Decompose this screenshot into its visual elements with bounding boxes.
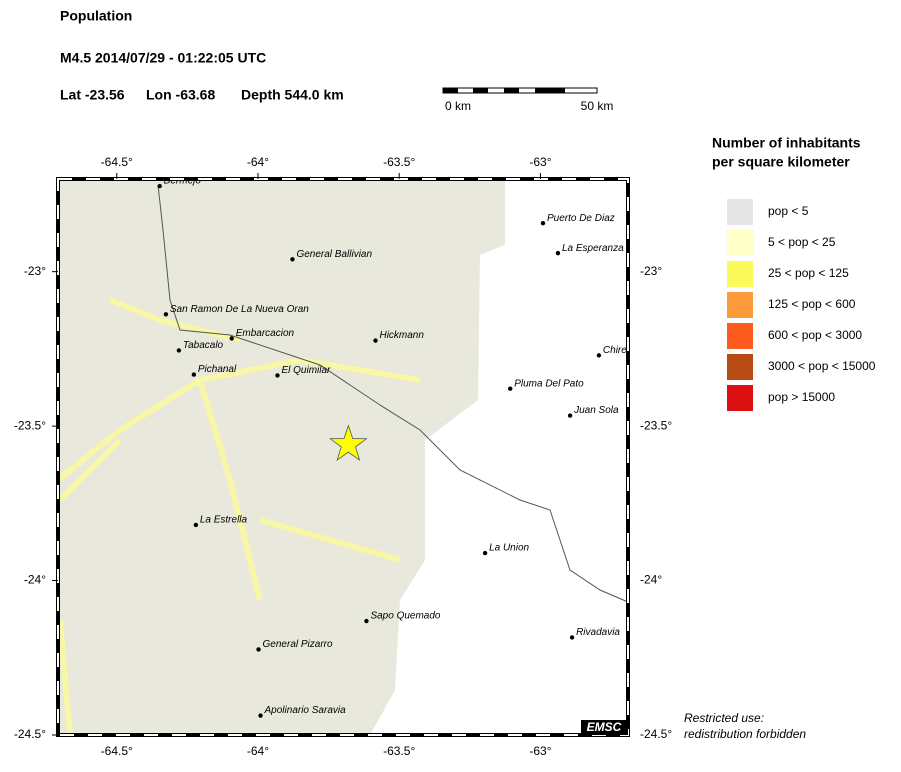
city-label: Apolinario Saravia [264, 705, 347, 716]
frame-dash [57, 178, 629, 736]
lon-label: -63° [529, 744, 551, 758]
city-label: Pichanal [198, 364, 237, 375]
city-dot [163, 312, 169, 317]
city-label: La Esperanza [562, 243, 624, 254]
population-layer [56, 179, 505, 736]
border [157, 184, 629, 603]
city-label: Juan Sola [573, 405, 619, 416]
city-dot [508, 386, 513, 391]
city-dot [176, 348, 182, 353]
title: Population [60, 8, 132, 24]
lon-label: -64° [247, 744, 269, 758]
lon-label: -63° [529, 155, 551, 169]
city-dot [256, 647, 261, 652]
city-label: La Estrella [200, 515, 248, 526]
city-dot [364, 618, 369, 624]
scale-bar [442, 87, 598, 94]
city-label: Sapo Quemado [370, 611, 440, 622]
legend-label: pop < 5 [768, 204, 809, 218]
city-dot [193, 522, 199, 528]
legend-title: per square kilometer [712, 154, 850, 170]
legend-label: 600 < pop < 3000 [768, 328, 862, 342]
legend-swatch [727, 230, 753, 256]
city-label: La Union [489, 543, 529, 554]
city-label: El Quimilar [281, 365, 331, 376]
logo-box [581, 720, 628, 735]
city-label: San Ramon De La Nueva Oran [170, 304, 309, 315]
lon-label: -64.5° [101, 155, 133, 169]
event: M4.5 2014/07/29 - 01:22:05 UTC [60, 50, 266, 66]
city-label: Pluma Del Pato [514, 378, 584, 389]
city-dot [157, 183, 162, 189]
city-label: Hickmann [379, 330, 424, 341]
legend-swatch [727, 292, 753, 318]
lat-label: -24.5° [640, 727, 672, 741]
lat-label: -23.5° [14, 418, 46, 432]
city-label: Puerto De Diaz [547, 213, 615, 224]
lat-label: -24° [640, 573, 662, 587]
map: Bermejo Puerto De Diaz General Ballivian La… [157, 176, 627, 718]
city-dot [229, 336, 234, 341]
lat-label: -23.5° [640, 418, 672, 432]
city-dot [482, 550, 488, 556]
legend-swatch [727, 385, 753, 411]
lon-label: -63.5° [383, 155, 415, 169]
city-dot [569, 635, 575, 640]
legend-label: 5 < pop < 25 [768, 235, 836, 249]
scale-end: 50 km [581, 99, 614, 113]
lat-label: -23° [24, 264, 46, 278]
footer: Restricted use: [684, 711, 764, 725]
legend-title: Number of inhabitants [712, 135, 861, 151]
city-dot [290, 257, 295, 262]
city-label: General Ballivian [296, 249, 372, 260]
city-label: Tabacalo [183, 340, 224, 351]
city-label: Rivadavia [576, 627, 620, 638]
city-dot [596, 353, 602, 358]
depth: Depth 544.0 km [241, 87, 344, 103]
city-label: General Pizarro [263, 639, 333, 650]
epicenter [329, 424, 368, 462]
city-label: Chire [603, 345, 627, 356]
lon-label: -64.5° [101, 744, 133, 758]
city-dot [555, 250, 561, 256]
lat: Lat -23.56 [60, 87, 125, 103]
cities: Bermejo Puerto De Diaz General Ballivian La… [157, 176, 627, 718]
lat-label: -24.5° [14, 727, 46, 741]
legend-label: pop > 15000 [768, 390, 835, 404]
legend-label: 125 < pop < 600 [768, 297, 856, 311]
lat-label: -24° [24, 573, 46, 587]
city-dot [275, 373, 280, 378]
lon-label: -63.5° [383, 744, 415, 758]
legend-swatch [727, 199, 753, 225]
legend-swatch [727, 323, 753, 349]
city-label: Embarcacion [236, 328, 295, 339]
lat-label: -23° [640, 264, 662, 278]
city-dot [567, 413, 573, 418]
lon: Lon -63.68 [146, 87, 215, 103]
city-dot [540, 220, 546, 226]
city-dot [258, 713, 263, 718]
footer: redistribution forbidden [684, 727, 806, 741]
legend-label: 25 < pop < 125 [768, 266, 849, 280]
city-label: Bermejo [164, 176, 202, 187]
logo: EMSC [587, 720, 622, 734]
scale-start: 0 km [445, 99, 471, 113]
city-dot [191, 372, 197, 377]
legend-label: 3000 < pop < 15000 [768, 359, 876, 373]
city-dot [373, 338, 378, 343]
legend-swatch [727, 354, 753, 380]
lon-label: -64° [247, 155, 269, 169]
legend-swatch [727, 261, 753, 287]
